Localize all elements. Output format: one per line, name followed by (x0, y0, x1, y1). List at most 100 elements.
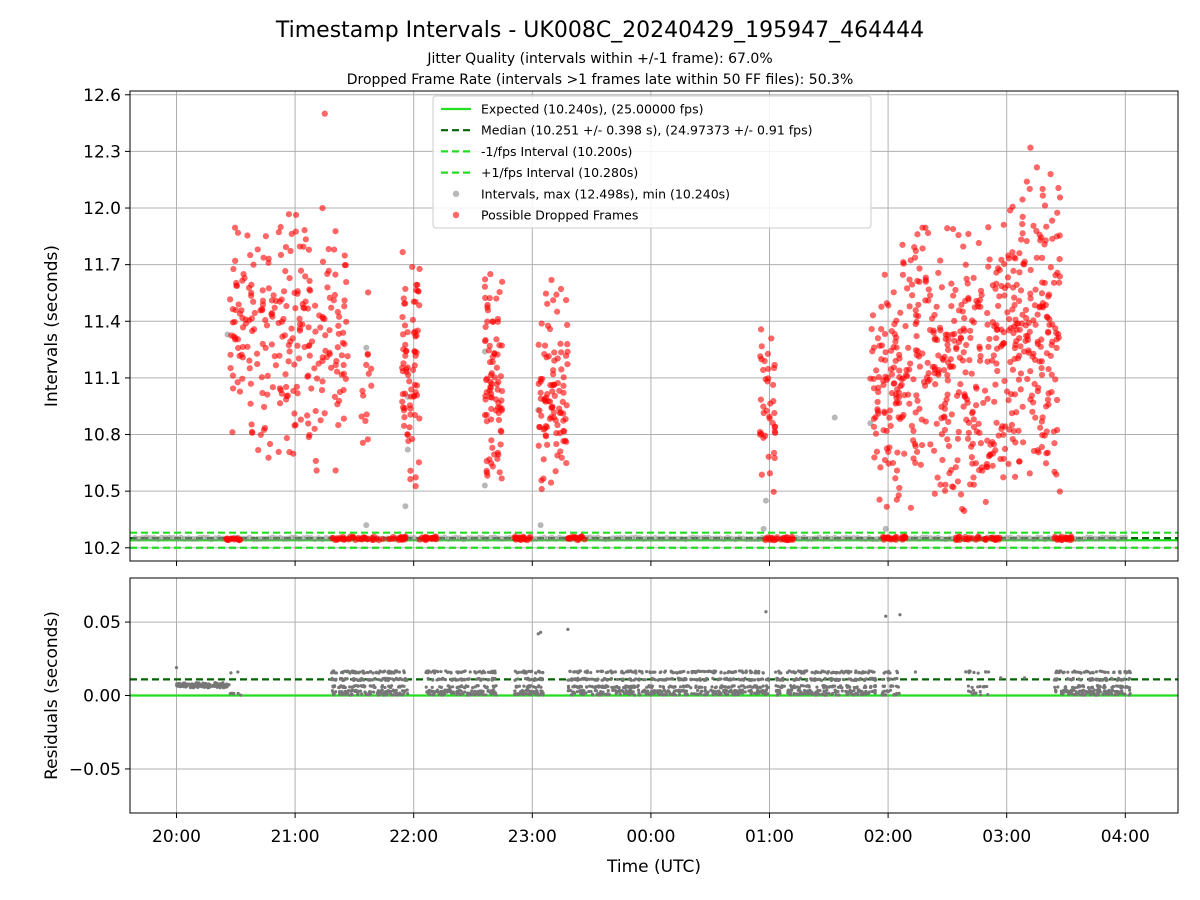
dropped-frame-point (494, 386, 501, 393)
dropped-frame-point (771, 454, 778, 462)
residual-point (806, 684, 810, 688)
dropped-frame-point (296, 315, 303, 322)
residual-point (392, 670, 396, 675)
dropped-frame-point (1024, 333, 1031, 340)
dropped-frame-point (962, 261, 969, 268)
residual-point (577, 689, 582, 693)
dropped-frame-point (970, 274, 977, 281)
residual-point (218, 686, 222, 690)
chart-subtitle-dropped: Dropped Frame Rate (intervals >1 frames … (347, 72, 854, 88)
dropped-frame-point (554, 422, 561, 429)
residual-point (756, 677, 760, 681)
residual-point (815, 670, 820, 674)
residual-point (658, 684, 662, 688)
dropped-frame-point (1019, 220, 1026, 228)
dropped-frame-point (232, 336, 239, 343)
residual-point (330, 689, 334, 693)
dropped-frame-point (1029, 408, 1036, 415)
residual-point (670, 670, 674, 674)
residual-point (999, 676, 1003, 680)
dropped-frame-point (970, 423, 978, 431)
residual-point (402, 671, 406, 675)
dropped-frame-point (873, 448, 881, 455)
dropped-frame-point (409, 316, 416, 323)
dropped-frame-point (960, 403, 967, 410)
dropped-frame-point (1016, 250, 1023, 257)
dropped-frame-point (296, 321, 304, 328)
residual-point (333, 671, 337, 675)
dropped-frame-point (292, 228, 299, 235)
residual-point (845, 684, 849, 688)
dropped-frame-point (336, 388, 344, 396)
residual-point (812, 678, 817, 683)
dropped-frame-point (551, 349, 558, 356)
residual-point (464, 684, 468, 688)
dropped-frame-point (901, 450, 908, 457)
y-tick-label: 11.7 (83, 256, 121, 276)
residual-point (431, 678, 435, 682)
dropped-frame-point (495, 416, 503, 424)
residual-point (704, 678, 708, 682)
dropped-frame-point (264, 372, 271, 379)
dropped-frame-point (365, 370, 372, 377)
residual-point (356, 691, 360, 695)
dropped-frame-point (271, 353, 278, 360)
dropped-frame-point (896, 484, 903, 492)
dropped-frame-point (292, 305, 299, 312)
dropped-frame-point (486, 294, 493, 302)
dropped-frame-point (239, 343, 247, 351)
dropped-frame-point (1005, 315, 1013, 323)
residual-point (1128, 691, 1132, 696)
dropped-frame-point (239, 324, 247, 331)
dropped-frame-point (965, 230, 972, 238)
dropped-frame-point (962, 369, 969, 376)
dropped-frame-point (301, 227, 308, 234)
residual-point (785, 670, 790, 675)
residual-point (1066, 691, 1071, 696)
dropped-frame-point (948, 280, 955, 287)
dropped-frame-point (907, 504, 914, 511)
residual-point (538, 676, 542, 680)
dropped-frame-point (1009, 366, 1017, 373)
dropped-frame-point (893, 496, 900, 503)
dropped-frame-point (489, 358, 496, 365)
dropped-frame-point (554, 452, 561, 459)
dropped-frame-point (1038, 443, 1045, 451)
dropped-frame-point (312, 407, 319, 415)
dropped-frame-point (288, 325, 295, 332)
dropped-frame-point (1050, 428, 1057, 435)
residual-point (566, 627, 570, 632)
residual-point (810, 670, 814, 674)
dropped-frame-point (560, 438, 567, 445)
dropped-frame-point (335, 330, 342, 337)
dropped-frame-point (305, 434, 312, 441)
residual-point (444, 669, 448, 673)
interval-point (402, 503, 409, 510)
residual-point (841, 677, 845, 682)
dropped-frame-point (230, 265, 237, 273)
residuals-panel: −0.05 0.00 0.05 20:00 21:00 22:00 23:00 00:00 01… (42, 577, 1179, 877)
residual-point (177, 681, 181, 685)
legend-entry-label: Median (10.251 +/- 0.398 s), (24.97373 +… (481, 123, 812, 138)
dropped-frame-point (1030, 350, 1037, 357)
residual-point (898, 613, 902, 617)
residual-point (475, 689, 480, 694)
dropped-frame-point (886, 414, 893, 421)
residual-point (513, 689, 517, 693)
residual-point (684, 689, 688, 693)
residual-point (611, 688, 615, 692)
dropped-frame-point (871, 454, 878, 461)
dropped-frame-point (413, 382, 421, 389)
dropped-frame-point (1011, 294, 1018, 301)
dropped-frame-point (949, 331, 956, 338)
residual-point (854, 669, 858, 673)
dropped-frame-point (949, 483, 956, 490)
dropped-frame-point (301, 343, 308, 351)
dropped-frame-point (955, 307, 963, 314)
dropped-frame-point (1020, 260, 1027, 267)
residual-point (360, 692, 364, 696)
residual-point (886, 669, 891, 673)
dropped-frame-point (422, 534, 429, 541)
dropped-frame-point (944, 377, 951, 384)
residual-point (473, 689, 477, 693)
